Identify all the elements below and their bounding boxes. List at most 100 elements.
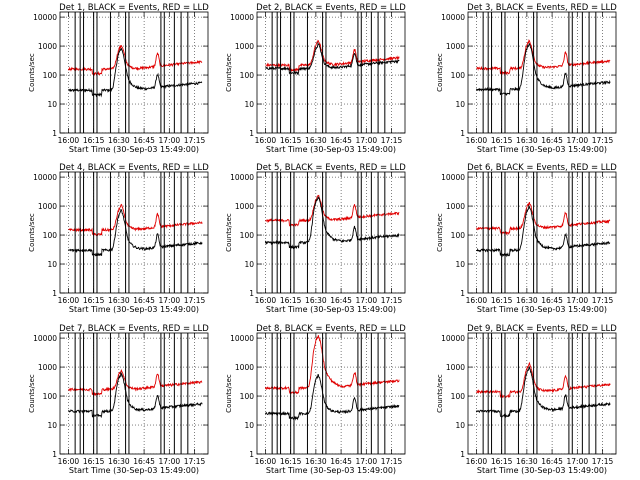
panel-title: Det 1, BLACK = Events, RED = LLD xyxy=(59,3,209,13)
y-tick-label: 100 xyxy=(451,231,466,240)
x-tick-label: 16:15 xyxy=(83,296,105,305)
panel-title: Det 9, BLACK = Events, RED = LLD xyxy=(467,324,617,334)
x-tick-label: 16:00 xyxy=(255,136,277,145)
x-axis-label: Start Time (30-Sep-03 15:49:00) xyxy=(69,466,199,475)
y-tick-label: 1 xyxy=(249,129,254,138)
x-tick-label: 16:15 xyxy=(280,457,302,466)
x-tick-label: 16:00 xyxy=(255,457,277,466)
x-tick-label: 17:00 xyxy=(159,296,181,305)
y-tick-label: 1 xyxy=(52,289,57,298)
x-tick-label: 16:15 xyxy=(83,136,105,145)
x-tick-label: 17:00 xyxy=(356,457,378,466)
x-tick-label: 17:15 xyxy=(184,457,206,466)
series-events xyxy=(476,204,611,258)
y-tick-label: 1 xyxy=(249,289,254,298)
x-tick-label: 17:00 xyxy=(356,296,378,305)
x-tick-label: 16:15 xyxy=(280,136,302,145)
y-tick-label: 10000 xyxy=(230,13,254,22)
series-lld xyxy=(265,194,400,227)
x-tick-label: 16:00 xyxy=(58,136,80,145)
y-tick-label: 1000 xyxy=(235,202,254,211)
y-tick-label: 1 xyxy=(52,129,57,138)
panel-det-6: Det 6, BLACK = Events, RED = LLD 1 10 100 10… xyxy=(436,163,617,314)
y-tick-label: 10000 xyxy=(441,173,465,182)
x-tick-label: 16:00 xyxy=(466,136,488,145)
plot-frame xyxy=(256,11,406,134)
y-tick-label: 1000 xyxy=(38,42,57,51)
y-tick-label: 1000 xyxy=(235,42,254,51)
series-lld xyxy=(67,369,203,397)
y-axis-label: Counts/sec xyxy=(225,53,233,92)
plot-frame xyxy=(467,171,617,294)
x-tick-label: 17:00 xyxy=(567,296,589,305)
x-axis-label: Start Time (30-Sep-03 15:49:00) xyxy=(266,305,396,314)
y-tick-label: 10000 xyxy=(441,13,465,22)
y-tick-label: 1 xyxy=(249,450,254,459)
plot-frame xyxy=(59,332,209,455)
series-events xyxy=(68,208,203,257)
panel-det-5: Det 5, BLACK = Events, RED = LLD 1 10 100 10… xyxy=(225,163,406,314)
x-tick-label: 16:30 xyxy=(108,136,130,145)
y-tick-label: 1000 xyxy=(38,363,57,372)
y-tick-label: 10 xyxy=(47,421,57,430)
x-tick-label: 16:15 xyxy=(491,136,513,145)
y-axis-label: Counts/sec xyxy=(225,374,233,413)
plot-area xyxy=(257,12,405,133)
panel-det-4: Det 4, BLACK = Events, RED = LLD 1 10 100 10… xyxy=(28,163,209,314)
x-tick-label: 16:15 xyxy=(280,296,302,305)
series-events xyxy=(475,42,611,96)
y-tick-label: 1 xyxy=(52,450,57,459)
panel-det-3: Det 3, BLACK = Events, RED = LLD 1 10 100 10… xyxy=(436,3,617,154)
plot-frame xyxy=(467,11,617,134)
x-tick-label: 16:00 xyxy=(58,296,80,305)
series-lld xyxy=(67,44,203,77)
plot-area xyxy=(468,172,616,293)
plot-area xyxy=(60,12,208,133)
y-axis-label: Counts/sec xyxy=(28,213,36,252)
panel-det-9: Det 9, BLACK = Events, RED = LLD 1 10 100 10… xyxy=(436,324,617,475)
panel-det-7: Det 7, BLACK = Events, RED = LLD 1 10 100 10… xyxy=(28,324,209,475)
y-tick-label: 10 xyxy=(455,421,465,430)
y-tick-label: 100 xyxy=(240,392,255,401)
y-tick-label: 1000 xyxy=(38,202,57,211)
plot-area xyxy=(60,172,208,293)
y-tick-label: 10000 xyxy=(33,13,57,22)
x-tick-label: 17:15 xyxy=(592,296,614,305)
y-tick-label: 1 xyxy=(460,289,465,298)
x-tick-label: 16:15 xyxy=(491,296,513,305)
x-tick-label: 16:45 xyxy=(330,136,352,145)
x-tick-label: 17:00 xyxy=(159,136,181,145)
plot-frame xyxy=(59,11,209,134)
x-tick-label: 16:30 xyxy=(305,457,327,466)
x-tick-label: 16:30 xyxy=(305,296,327,305)
plot-area xyxy=(60,333,208,454)
x-axis-label: Start Time (30-Sep-03 15:49:00) xyxy=(266,145,396,154)
x-tick-label: 16:45 xyxy=(541,457,563,466)
series-lld xyxy=(265,39,400,73)
x-tick-label: 17:15 xyxy=(592,457,614,466)
series-events xyxy=(265,41,400,76)
x-tick-label: 16:45 xyxy=(133,136,155,145)
panel-title: Det 3, BLACK = Events, RED = LLD xyxy=(467,3,617,13)
x-tick-label: 17:15 xyxy=(592,136,614,145)
y-tick-label: 10 xyxy=(47,100,57,109)
x-tick-label: 17:00 xyxy=(159,457,181,466)
plot-area xyxy=(468,333,616,454)
x-tick-label: 16:30 xyxy=(305,136,327,145)
plot-area xyxy=(257,333,405,454)
x-tick-label: 16:45 xyxy=(541,296,563,305)
x-tick-label: 17:15 xyxy=(381,296,403,305)
y-tick-label: 1000 xyxy=(446,202,465,211)
y-tick-label: 100 xyxy=(451,392,466,401)
y-tick-label: 100 xyxy=(451,71,466,80)
panel-title: Det 7, BLACK = Events, RED = LLD xyxy=(59,324,209,334)
plot-frame xyxy=(256,332,406,455)
x-tick-label: 16:30 xyxy=(516,457,538,466)
y-tick-label: 10000 xyxy=(230,334,254,343)
y-tick-label: 10 xyxy=(455,100,465,109)
x-tick-label: 16:45 xyxy=(541,136,563,145)
x-axis-label: Start Time (30-Sep-03 15:49:00) xyxy=(477,145,607,154)
x-tick-label: 16:30 xyxy=(516,136,538,145)
panel-title: Det 2, BLACK = Events, RED = LLD xyxy=(256,3,406,13)
x-tick-label: 16:00 xyxy=(466,296,488,305)
